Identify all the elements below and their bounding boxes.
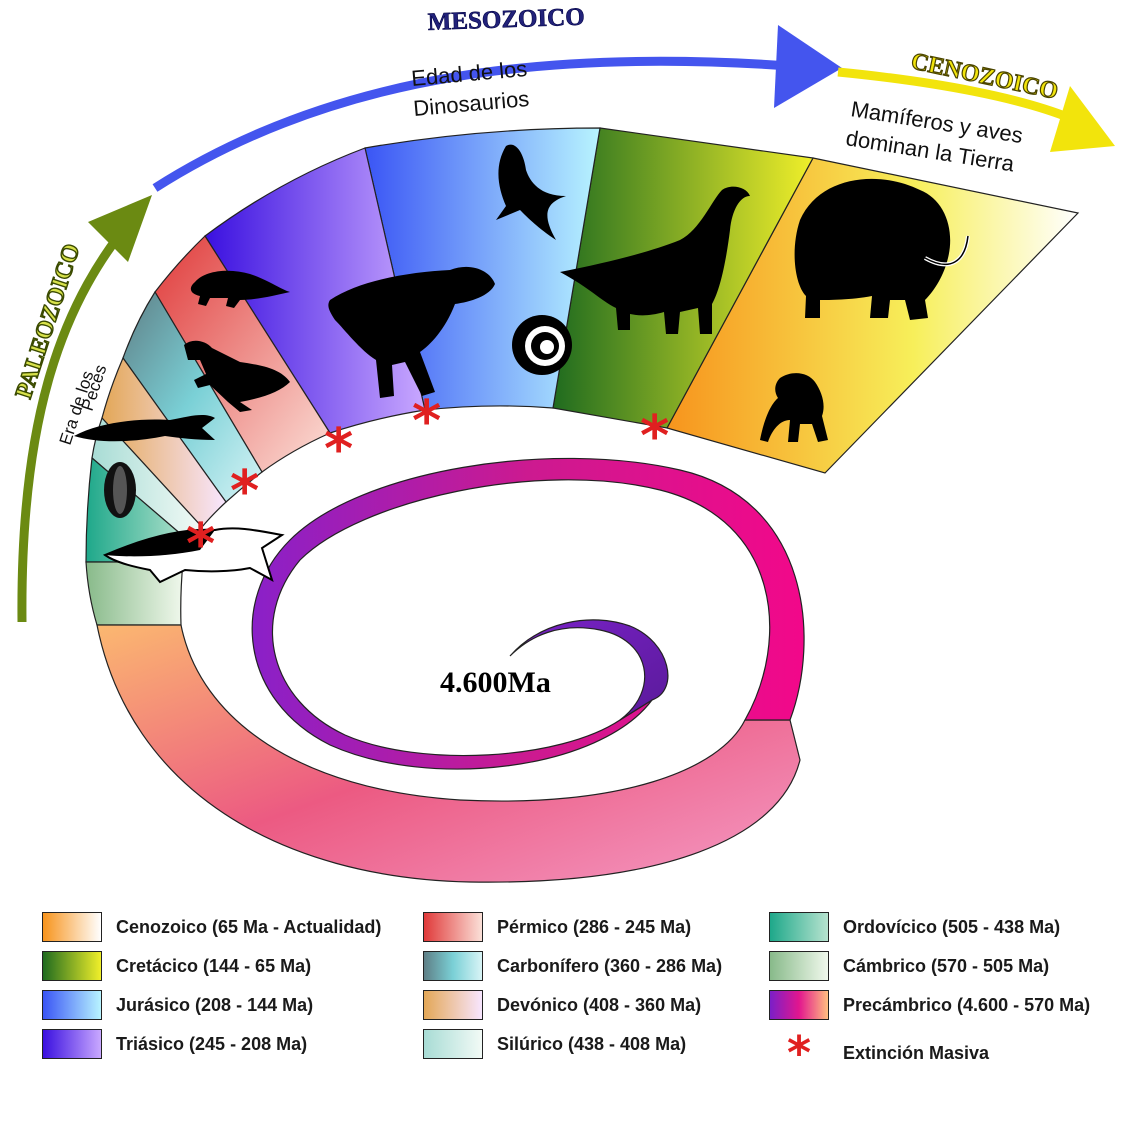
mesozoico-arrow (152, 56, 791, 192)
legend-label: Ordovícico (505 - 438 Ma) (843, 916, 1061, 937)
legend-swatch (42, 951, 102, 981)
tyrannosaur-icon (328, 266, 495, 398)
brachiosaurus-icon (560, 186, 750, 334)
legend-item-precambrico: Precámbrico (4.600 - 570 Ma) (769, 988, 1090, 1022)
legend-item-extincion: * Extinción Masiva (769, 1026, 990, 1080)
lizard-icon (184, 340, 290, 412)
legend-item-carbonifero: Carbonífero (360 - 286 Ma) (423, 949, 722, 983)
legend-label: Cenozoico (65 Ma - Actualidad) (116, 916, 382, 937)
ammonite-icon (512, 315, 572, 375)
precambrian-spiral (96, 457, 805, 883)
cenozoico-arrowhead (1050, 86, 1115, 152)
legend-swatch (42, 990, 102, 1020)
era-arrows (17, 25, 1115, 623)
caption-dinosaurios: Edad de los Dinosaurios (410, 56, 530, 121)
legend-label: Jurásico (208 - 144 Ma) (116, 994, 314, 1015)
legend-label: Extinción Masiva (843, 1042, 990, 1063)
legend-swatch (42, 1029, 102, 1059)
legend-swatch (769, 912, 829, 942)
paleozoico-arrow (17, 207, 144, 623)
legend-label: Pérmico (286 - 245 Ma) (497, 916, 692, 937)
mammoth-icon (794, 178, 970, 320)
center-label: 4.600Ma (440, 666, 551, 699)
band-devonico (101, 356, 227, 528)
caption-mamiferos: Mamíferos y aves dominan la Tierra (844, 96, 1024, 176)
trilobite-icon (104, 462, 136, 518)
legend: Cenozoico (65 Ma - Actualidad) Cretácico… (0, 900, 1125, 1100)
legend-label: Cámbrico (570 - 505 Ma) (843, 955, 1050, 976)
legend-label: Precámbrico (4.600 - 570 Ma) (843, 994, 1091, 1015)
shark-icon (102, 527, 285, 584)
legend-swatch (423, 951, 483, 981)
legend-item-permico: Pérmico (286 - 245 Ma) (423, 910, 691, 944)
legend-label: Devónico (408 - 360 Ma) (497, 994, 702, 1015)
asterisk-icon: * (786, 1026, 812, 1080)
legend-label: Cretácico (144 - 65 Ma) (116, 955, 312, 976)
legend-swatch (423, 912, 483, 942)
legend-item-devonico: Devónico (408 - 360 Ma) (423, 988, 701, 1022)
legend-swatch (423, 1029, 483, 1059)
legend-item-cretacico: Cretácico (144 - 65 Ma) (42, 949, 311, 983)
legend-swatch (423, 990, 483, 1020)
mesozoico-arrowhead (774, 25, 842, 108)
precambrian-outer-band (96, 624, 801, 883)
legend-item-triasico: Triásico (245 - 208 Ma) (42, 1027, 307, 1061)
legend-item-jurasico: Jurásico (208 - 144 Ma) (42, 988, 313, 1022)
band-triasico (204, 147, 426, 434)
asterisk-icon: * (640, 404, 669, 469)
caption-dino-line1: Edad de los (410, 56, 528, 91)
asterisk-icon: * (324, 417, 353, 482)
legend-item-cenozoico: Cenozoico (65 Ma - Actualidad) (42, 910, 381, 944)
paleozoico-arrowhead (88, 195, 152, 262)
fish-icon (74, 414, 215, 442)
legend-item-cambrico: Cámbrico (570 - 505 Ma) (769, 949, 1049, 983)
legend-label: Carbonífero (360 - 286 Ma) (497, 955, 723, 976)
asterisk-icon: * (186, 512, 215, 577)
legend-item-silurico: Silúrico (438 - 408 Ma) (423, 1027, 686, 1061)
legend-label: Triásico (245 - 208 Ma) (116, 1033, 308, 1054)
legend-swatch (769, 990, 829, 1020)
asterisk-icon: * (412, 389, 441, 454)
cenozoico-arrow (837, 67, 1072, 123)
legend-label: Silúrico (438 - 408 Ma) (497, 1033, 687, 1054)
legend-item-ordovicico: Ordovícico (505 - 438 Ma) (769, 910, 1060, 944)
primate-icon (760, 373, 828, 442)
legend-swatch (769, 951, 829, 981)
legend-swatch (42, 912, 102, 942)
reptile-icon (190, 270, 290, 308)
precambrian-tail (509, 619, 669, 721)
extinction-markers: * * * * * (186, 389, 669, 577)
caption-dino-line2: Dinosaurios (412, 86, 530, 121)
era-label-mesozoico: MESOZOICO (427, 4, 585, 36)
asterisk-icon: * (230, 459, 259, 524)
precambrian-inner-band (251, 457, 805, 770)
pterosaur-icon (496, 144, 566, 240)
